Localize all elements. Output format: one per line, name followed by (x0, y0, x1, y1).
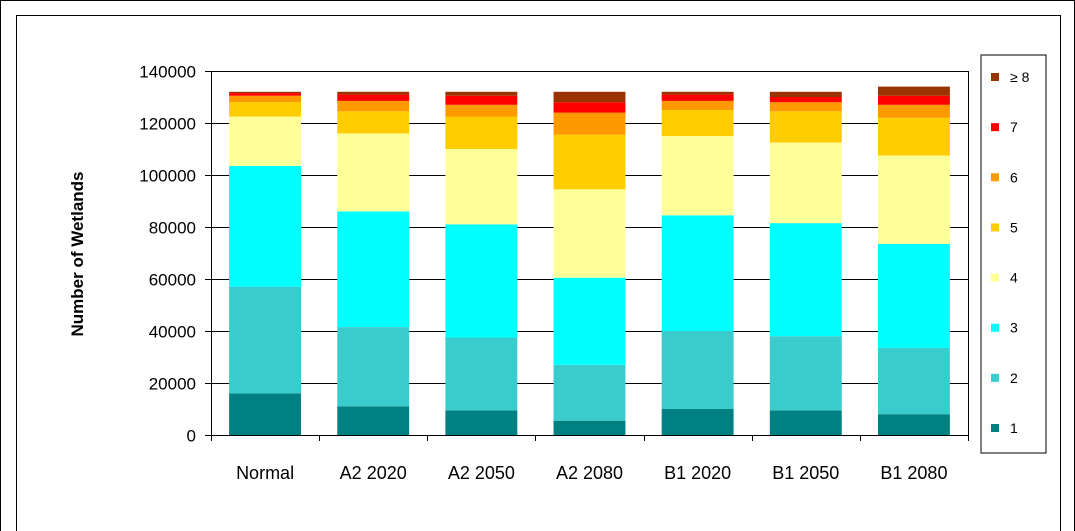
bar-segment (337, 211, 410, 328)
legend-swatch (991, 273, 999, 282)
bar-segment (337, 91, 410, 95)
bar-segment (769, 97, 842, 103)
bar-segment (769, 91, 842, 97)
bar-segment (661, 215, 734, 331)
chart-area-border (16, 15, 1061, 531)
bar-segment (661, 331, 734, 409)
bar-segment (445, 149, 518, 225)
bar-segment (445, 337, 518, 411)
bar-segment (337, 111, 410, 134)
axes (205, 71, 969, 441)
bar-segment (553, 277, 626, 365)
bar-segment (445, 104, 518, 117)
bar-segment (661, 409, 734, 435)
bar-segment (877, 414, 950, 435)
bar-segment (769, 223, 842, 337)
legend-swatch (991, 373, 999, 382)
legend (980, 54, 1047, 454)
y-tick-label: 120000 (139, 115, 196, 134)
bar-segment (445, 91, 518, 96)
bar-segment (877, 95, 950, 105)
x-tick-label: A2 2080 (556, 463, 623, 483)
bar-segment (877, 86, 950, 96)
legend-entries: ≥ 8 7 6 5 4 3 2 1 (991, 69, 1030, 436)
bar-segment (229, 286, 302, 394)
bar-segment (229, 95, 302, 103)
legend-label: 7 (1010, 119, 1018, 135)
bar-segment (769, 410, 842, 435)
y-tick-label: 0 (187, 427, 196, 446)
legend-label: ≥ 8 (1010, 69, 1030, 85)
bar-segment (337, 94, 410, 101)
legend-label: 3 (1010, 320, 1018, 336)
x-tick-label: B1 2020 (664, 463, 731, 483)
legend-swatch (991, 223, 999, 232)
y-tick-label: 140000 (139, 63, 196, 82)
x-tick-label: B1 2080 (880, 463, 947, 483)
legend-label: 5 (1010, 219, 1018, 235)
bar-segment (661, 110, 734, 136)
x-tick-label: A2 2050 (448, 463, 515, 483)
y-tick-label: 80000 (149, 219, 196, 238)
bar-segment (229, 91, 302, 94)
bar-segment (445, 95, 518, 105)
bar-segment (769, 102, 842, 112)
bar-segment (661, 136, 734, 216)
legend-swatch (991, 173, 999, 182)
bar-segment (229, 102, 302, 117)
bars (229, 86, 950, 435)
bar-segment (553, 364, 626, 421)
bar-segment (661, 94, 734, 101)
y-tick-label: 60000 (149, 271, 196, 290)
bar-segment (445, 410, 518, 435)
y-tick-label: 20000 (149, 375, 196, 394)
bar-segment (229, 393, 302, 435)
bar-segment (769, 336, 842, 411)
bar-segment (229, 93, 302, 96)
bar-segment (553, 112, 626, 135)
legend-label: 6 (1010, 169, 1018, 185)
bar-segment (769, 142, 842, 224)
bar-segment (877, 155, 950, 244)
bar-segment (553, 189, 626, 278)
legend-label: 4 (1010, 270, 1018, 286)
legend-swatch (991, 323, 999, 332)
y-tick-label: 100000 (139, 167, 196, 186)
y-tick-labels: 0 20000 40000 60000 80000 100000 120000 140000 (139, 63, 196, 446)
legend-label: 2 (1010, 370, 1018, 386)
bar-segment (553, 102, 626, 113)
bar-segment (337, 100, 410, 112)
legend-swatch (991, 73, 999, 81)
bar-segment (337, 327, 410, 407)
bar-segment (553, 91, 626, 103)
bar-segment (877, 347, 950, 415)
bar-segment (337, 406, 410, 435)
x-tick-label: A2 2020 (340, 463, 407, 483)
bar-segment (661, 91, 734, 95)
bar-segment (769, 111, 842, 143)
legend-swatch (991, 123, 999, 132)
x-tick-label: Normal (236, 463, 294, 483)
y-axis-label: Number of Wetlands (68, 172, 87, 337)
bar-segment (877, 104, 950, 118)
x-tick-label: B1 2050 (772, 463, 839, 483)
y-tick-label: 40000 (149, 323, 196, 342)
bar-segment (337, 133, 410, 212)
bar-segment (877, 117, 950, 156)
legend-label: 1 (1010, 420, 1018, 436)
bar-segment (661, 100, 734, 110)
bar-segment (553, 420, 626, 435)
legend-swatch (991, 424, 999, 432)
bar-segment (229, 165, 302, 287)
bar-segment (553, 134, 626, 190)
bar-segment (445, 224, 518, 338)
bar-segment (445, 116, 518, 149)
x-tick-labels: Normal A2 2020 A2 2050 A2 2080 B1 2020 B1 205… (236, 463, 947, 483)
bar-segment (877, 243, 950, 348)
bar-segment (229, 116, 302, 166)
